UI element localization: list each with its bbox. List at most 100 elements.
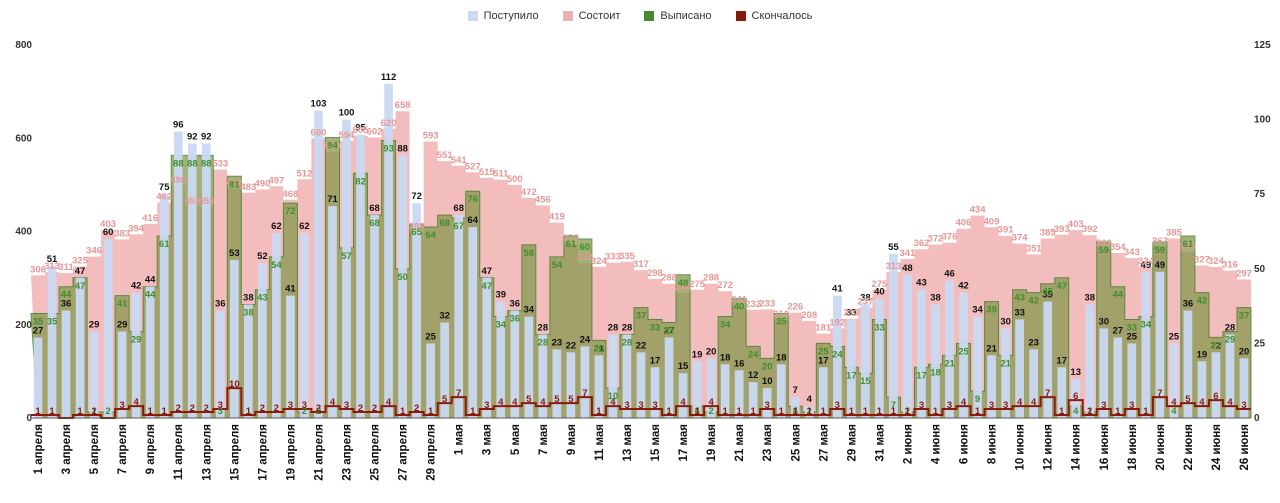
label-died: 6 [1073, 391, 1078, 402]
label-discharged: 81 [229, 179, 240, 190]
label-discharged: 68 [369, 218, 380, 229]
label-discharged: 44 [1113, 290, 1124, 301]
x-tick-label: 15 мая [650, 424, 662, 461]
label-discharged: 40 [734, 302, 745, 313]
label-discharged: 33 [874, 323, 885, 334]
label-discharged: 50 [397, 272, 408, 283]
label-died: 4 [386, 397, 392, 408]
y-right-tick: 75 [1254, 189, 1266, 200]
x-tick-label: 2 июня [902, 424, 914, 464]
label-remaining: 317 [633, 259, 649, 270]
label-admitted: 28 [1225, 322, 1236, 333]
label-remaining: 324 [591, 256, 608, 267]
legend-item-died: Скончалось [735, 10, 812, 22]
label-admitted: 10 [762, 376, 773, 387]
label-died: 3 [1101, 400, 1106, 411]
label-discharged: 54 [552, 260, 563, 271]
label-died: 1 [905, 406, 911, 417]
label-remaining: 313 [885, 261, 901, 272]
bar-admitted [1155, 271, 1165, 418]
label-discharged: 93 [383, 143, 394, 154]
legend-swatch-discharged [644, 11, 655, 21]
label-died: 1 [737, 406, 743, 417]
x-tick-label: 21 мая [734, 424, 746, 461]
label-died: 6 [1213, 391, 1218, 402]
label-admitted: 25 [1169, 331, 1180, 342]
label-remaining: 356 [1180, 241, 1196, 252]
label-died: 4 [330, 397, 336, 408]
label-admitted: 38 [1084, 293, 1095, 304]
label-died: 1 [722, 406, 728, 417]
x-tick-label: 13 мая [622, 424, 634, 461]
x-tick-label: 8 июня [987, 424, 999, 464]
x-tick-label: 26 июня [1239, 424, 1251, 471]
label-remaining: 316 [1222, 260, 1238, 271]
label-discharged: 2 [105, 406, 110, 417]
label-discharged: 34 [495, 320, 506, 331]
label-remaining: 416 [142, 213, 158, 224]
label-died: 5 [554, 394, 560, 405]
label-died: 4 [961, 397, 967, 408]
label-remaining: 333 [605, 252, 621, 263]
label-discharged: 35 [47, 317, 58, 328]
bar-admitted [75, 277, 85, 418]
label-admitted: 95 [355, 123, 366, 134]
label-discharged: 10 [608, 391, 619, 402]
label-died: 2 [414, 403, 419, 414]
label-remaining: 208 [801, 310, 817, 321]
label-remaining: 570 [325, 141, 341, 152]
label-remaining: 306 [30, 264, 46, 275]
label-died: 1 [428, 406, 434, 417]
label-admitted: 30 [1000, 316, 1011, 327]
label-discharged: 88 [173, 158, 184, 169]
label-discharged: 35 [33, 317, 44, 328]
x-tick-label: 10 июня [1015, 424, 1027, 471]
label-remaining: 213 [843, 308, 859, 319]
label-admitted: 34 [972, 305, 983, 316]
bar-admitted [342, 119, 351, 418]
label-admitted: 28 [622, 322, 633, 333]
bar-admitted [524, 316, 534, 418]
label-remaining: 541 [451, 155, 468, 166]
label-remaining: 658 [395, 100, 411, 111]
label-remaining: 393 [1054, 224, 1070, 235]
label-discharged: 60 [580, 242, 591, 253]
label-died: 3 [1003, 400, 1008, 411]
label-admitted: 40 [874, 287, 885, 298]
label-remaining: 472 [521, 187, 537, 198]
y-left-tick: 0 [26, 413, 32, 424]
label-discharged: 28 [538, 337, 549, 348]
label-died: 1 [1087, 406, 1093, 417]
y-right-tick: 100 [1254, 115, 1271, 126]
label-remaining: 288 [661, 273, 677, 284]
label-remaining: 332 [577, 252, 593, 263]
label-remaining: 492 [226, 178, 242, 189]
bar-admitted [398, 155, 407, 418]
label-remaining: 362 [914, 238, 930, 249]
x-tick-label: 22 июня [1183, 424, 1195, 471]
label-remaining: 498 [170, 175, 186, 186]
label-admitted: 7 [793, 385, 798, 396]
label-discharged: 2 [91, 406, 96, 417]
x-tick-label: 4 июня [930, 424, 942, 464]
bar-admitted [1239, 358, 1249, 418]
label-admitted: 52 [257, 251, 268, 262]
label-remaining: 335 [619, 251, 636, 262]
label-discharged: 38 [243, 308, 254, 319]
bar-admitted [510, 310, 520, 418]
label-discharged: 2 [302, 406, 307, 417]
label-admitted: 36 [61, 299, 72, 310]
label-died: 3 [344, 400, 349, 411]
label-died: 3 [119, 400, 124, 411]
bar-admitted [356, 134, 365, 418]
bar-admitted [300, 232, 309, 418]
bar-admitted [1085, 304, 1095, 418]
bar-admitted [384, 83, 393, 419]
x-tick-label: 13 апреля [201, 424, 213, 481]
label-died: 1 [933, 406, 939, 417]
bar-admitted [454, 215, 464, 418]
y-left-tick: 600 [15, 133, 32, 144]
bar-admitted [875, 298, 884, 418]
bar-admitted [692, 361, 702, 418]
label-admitted: 27 [33, 325, 44, 336]
